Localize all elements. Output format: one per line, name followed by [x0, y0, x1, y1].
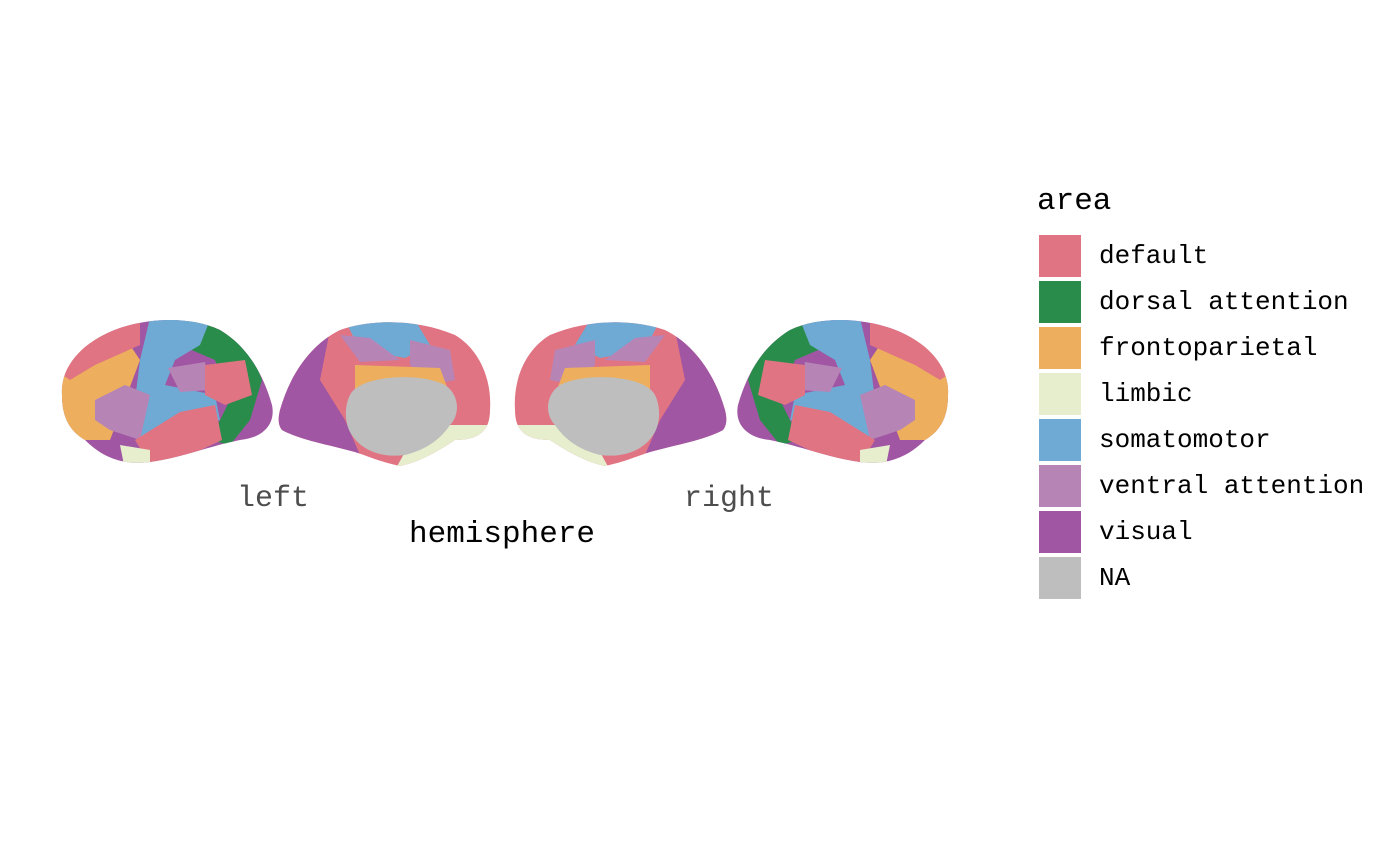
legend-item: visual: [1037, 509, 1364, 555]
legend-swatch: [1039, 465, 1081, 507]
right-lateral-view: [737, 320, 949, 463]
legend-swatch: [1039, 235, 1081, 277]
right-medial-view: [514, 322, 727, 466]
legend-label: ventral attention: [1099, 471, 1365, 501]
legend-label: limbic: [1099, 379, 1193, 409]
legend-item: ventral attention: [1037, 463, 1364, 509]
legend-item: limbic: [1037, 371, 1364, 417]
legend-swatch: [1039, 419, 1081, 461]
left-lateral-view: [61, 320, 273, 463]
legend-swatch: [1039, 511, 1081, 553]
legend-label: default: [1099, 241, 1209, 271]
hemisphere-label-left: left: [237, 482, 310, 516]
region-limbic: [120, 445, 150, 463]
region-ventral-attention: [860, 385, 915, 440]
region-ventral-attention: [800, 362, 842, 392]
legend-label: frontoparietal: [1099, 333, 1318, 363]
legend-item: frontoparietal: [1037, 325, 1364, 371]
region-dorsal-attention: [748, 320, 840, 445]
brain-atlas-plot: [61, 320, 949, 466]
region-ventral-attention: [95, 385, 150, 440]
region-default: [135, 405, 222, 463]
legend-label: NA: [1099, 563, 1131, 593]
legend-swatch: [1039, 373, 1081, 415]
legend-swatch: [1039, 281, 1081, 323]
legend-item: somatomotor: [1037, 417, 1364, 463]
legend-item: NA: [1037, 555, 1364, 601]
hemisphere-label-right: right: [684, 482, 775, 516]
region-ventral-attention: [340, 335, 400, 362]
legend-label: somatomotor: [1099, 425, 1271, 455]
legend-label: visual: [1099, 517, 1193, 547]
x-axis-title: hemisphere: [409, 517, 596, 552]
legend-swatch: [1039, 327, 1081, 369]
region-ventral-attention: [605, 335, 665, 362]
region-NA: [345, 377, 457, 456]
legend: area default dorsal attention frontopari…: [1037, 185, 1364, 601]
legend-swatch: [1039, 557, 1081, 599]
region-NA: [548, 377, 660, 456]
region-default: [758, 360, 805, 405]
left-medial-view: [278, 322, 491, 466]
region-dorsal-attention: [170, 320, 262, 445]
region-ventral-attention: [168, 362, 210, 392]
legend-label: dorsal attention: [1099, 287, 1349, 317]
region-default: [205, 360, 252, 405]
region-limbic: [860, 445, 890, 463]
legend-item: default: [1037, 233, 1364, 279]
region-default: [788, 405, 875, 463]
legend-item: dorsal attention: [1037, 279, 1364, 325]
legend-title: area: [1037, 184, 1112, 219]
